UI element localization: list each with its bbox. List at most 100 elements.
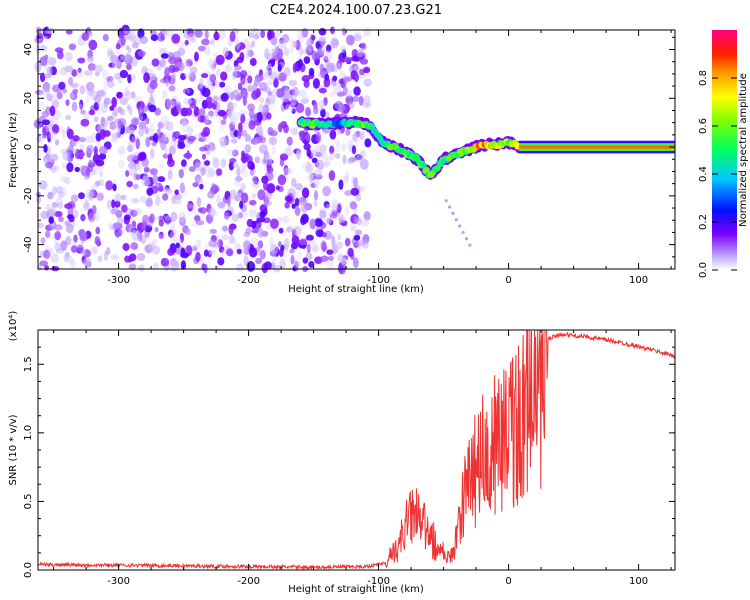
noise-blob (165, 78, 170, 87)
noise-blob (184, 39, 189, 46)
noise-blob (301, 75, 311, 83)
noise-blob (305, 162, 314, 174)
y-tick-label: 40 (23, 43, 34, 56)
noise-blob (162, 153, 169, 159)
noise-blob (121, 204, 128, 213)
noise-blob (256, 125, 264, 136)
noise-blob (120, 194, 127, 200)
snr-series-line (37, 329, 676, 571)
noise-blob (50, 166, 57, 174)
colorbar-tick-label: 0.2 (698, 214, 709, 230)
noise-blob (148, 104, 157, 113)
noise-blob (124, 86, 129, 97)
noise-blob (99, 128, 106, 140)
noise-blob (256, 111, 263, 123)
noise-blob (188, 166, 196, 173)
noise-blob (38, 180, 48, 190)
noise-blob (114, 231, 120, 238)
noise-blob (131, 151, 139, 161)
noise-blob (71, 259, 76, 270)
noise-blob (247, 32, 254, 39)
noise-blob (110, 254, 119, 261)
noise-blob (122, 28, 128, 35)
noise-blob (263, 72, 269, 81)
noise-blob (78, 136, 86, 143)
noise-blob (38, 101, 45, 111)
noise-blob (70, 245, 78, 253)
noise-blob (138, 126, 145, 137)
noise-blob (117, 159, 126, 169)
noise-blob (309, 172, 314, 182)
noise-blob (207, 167, 215, 177)
noise-blob (226, 109, 232, 119)
noise-blob (248, 208, 258, 218)
noise-blob (159, 58, 166, 68)
noise-blob (242, 209, 248, 219)
noise-blob (239, 109, 249, 116)
noise-blob (116, 217, 124, 225)
noise-blob (326, 260, 334, 271)
noise-blob (356, 49, 364, 58)
noise-blob (294, 183, 303, 191)
noise-blob (255, 127, 263, 135)
noise-blob (94, 64, 104, 73)
x-tick-label: 0 (505, 275, 511, 286)
noise-blob (118, 227, 126, 235)
noise-blob (79, 164, 87, 174)
noise-blob (242, 240, 251, 250)
noise-blob (300, 213, 309, 224)
noise-blob (127, 74, 132, 84)
noise-blob (303, 56, 311, 64)
y-tick-label: -20 (23, 188, 34, 204)
noise-blob (149, 148, 155, 159)
noise-blob (137, 105, 145, 116)
noise-blob (318, 100, 325, 111)
noise-blob (62, 88, 68, 94)
noise-blob (34, 37, 44, 44)
noise-blob (210, 38, 215, 45)
noise-blob (151, 58, 160, 67)
noise-blob (134, 207, 142, 216)
noise-blob (130, 117, 140, 126)
noise-blob (358, 95, 364, 106)
noise-blob (212, 158, 220, 169)
noise-blob (222, 46, 229, 57)
noise-blob (337, 233, 342, 241)
noise-blob (305, 106, 311, 117)
noise-blob (268, 136, 278, 146)
noise-blob (341, 103, 351, 114)
noise-blob (55, 186, 64, 195)
noise-blob (56, 91, 63, 100)
noise-blob (285, 104, 291, 110)
noise-blob (180, 260, 187, 270)
noise-blob (363, 78, 372, 87)
noise-blob (103, 80, 108, 91)
noise-blob (48, 56, 57, 66)
noise-blob (88, 89, 96, 96)
noise-blob (171, 72, 177, 79)
noise-blob (187, 135, 197, 142)
noise-blob (95, 159, 105, 167)
noise-blob (140, 221, 147, 230)
noise-blob (337, 241, 344, 249)
noise-blob (344, 205, 350, 217)
noise-blob (207, 190, 215, 199)
noise-blob (120, 54, 128, 61)
noise-blob (191, 204, 196, 214)
noise-blob (292, 86, 299, 97)
noise-blob (66, 128, 74, 140)
noise-blob (83, 113, 91, 120)
noise-blob (283, 66, 291, 77)
noise-blob (37, 222, 44, 229)
colorbar-tick-label: 0.6 (698, 118, 709, 134)
noise-blob (257, 227, 264, 239)
noise-blob (208, 206, 216, 218)
noise-blob (278, 248, 284, 257)
noise-blob (305, 234, 314, 241)
noise-blob (326, 217, 333, 225)
noise-blob (289, 102, 295, 113)
noise-blob (98, 145, 108, 155)
noise-blob (208, 249, 216, 256)
noise-blob (255, 257, 263, 265)
noise-blob (265, 53, 275, 61)
